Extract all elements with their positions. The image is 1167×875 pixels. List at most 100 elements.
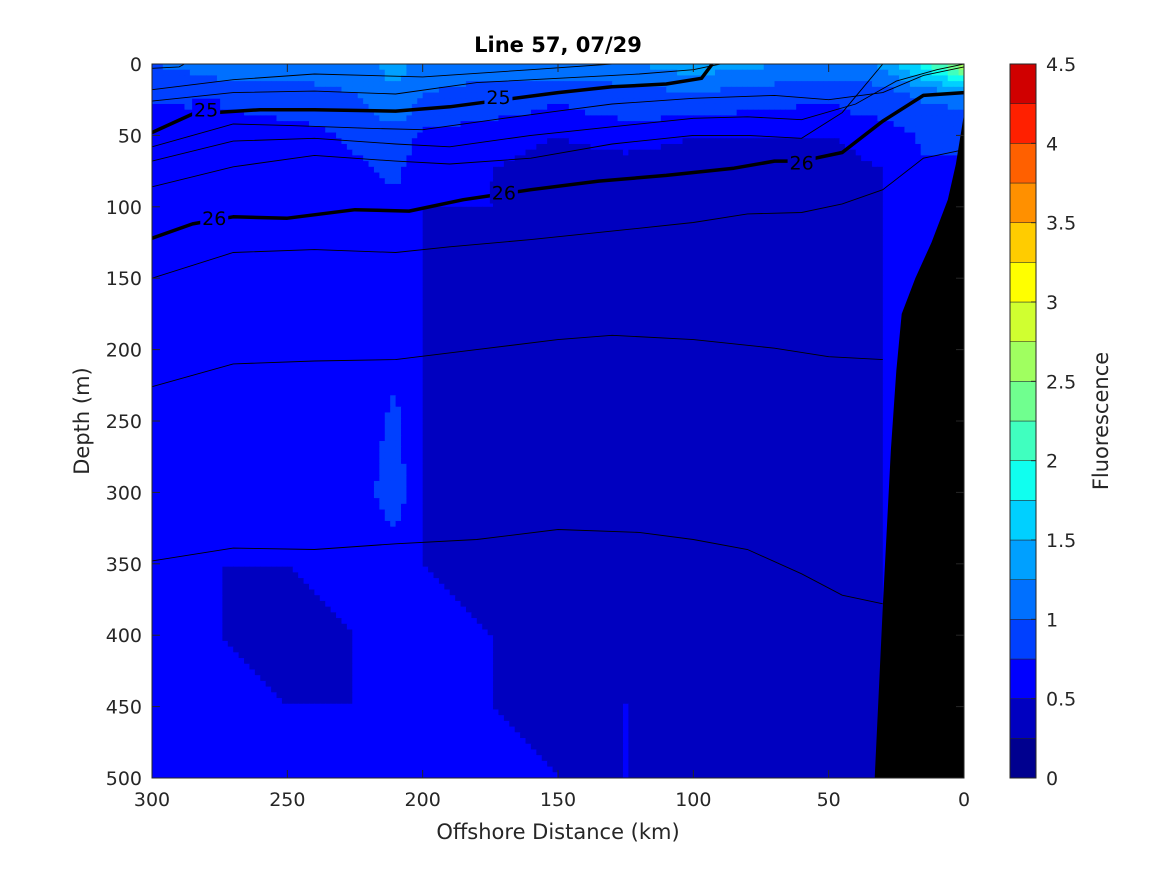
field-cell [168, 161, 174, 167]
field-cell [655, 178, 661, 184]
field-cell [266, 121, 272, 127]
field-cell [482, 213, 488, 219]
field-cell [796, 230, 802, 236]
field-cell [688, 213, 694, 219]
field-cell [872, 218, 878, 224]
field-cell [531, 155, 537, 161]
field-cell [834, 235, 840, 241]
field-cell [580, 190, 586, 196]
field-cell [601, 121, 607, 127]
field-cell [948, 144, 954, 150]
field-cell [433, 178, 439, 184]
field-cell [228, 144, 234, 150]
field-cell [304, 253, 310, 259]
field-cell [244, 167, 250, 173]
field-cell [239, 144, 245, 150]
field-cell [406, 195, 412, 201]
field-cell [796, 115, 802, 121]
field-cell [758, 110, 764, 116]
field-cell [753, 138, 759, 144]
field-cell [163, 104, 169, 110]
field-cell [390, 98, 396, 104]
field-cell [163, 213, 169, 219]
field-cell [304, 184, 310, 190]
field-cell [872, 241, 878, 247]
field-cell [255, 178, 261, 184]
field-cell [726, 93, 732, 99]
field-cell [802, 138, 808, 144]
field-cell [439, 190, 445, 196]
field-cell [910, 138, 916, 144]
field-cell [520, 201, 526, 207]
field-cell [661, 121, 667, 127]
field-cell [753, 150, 759, 156]
field-cell [926, 144, 932, 150]
field-cell [498, 213, 504, 219]
field-cell [515, 121, 521, 127]
field-cell [417, 195, 423, 201]
field-cell [877, 133, 883, 139]
field-cell [807, 241, 813, 247]
field-cell [374, 173, 380, 179]
field-cell [812, 235, 818, 241]
field-cell [304, 81, 310, 87]
field-cell [818, 161, 824, 167]
field-cell [266, 235, 272, 241]
field-cell [466, 173, 472, 179]
field-cell [471, 207, 477, 213]
field-cell [157, 167, 163, 173]
field-cell [883, 201, 889, 207]
field-cell [509, 121, 515, 127]
field-cell [867, 241, 873, 247]
field-cell [369, 121, 375, 127]
field-cell [742, 98, 748, 104]
field-cell [590, 195, 596, 201]
field-cell [222, 104, 228, 110]
field-cell [212, 121, 218, 127]
field-cell [444, 195, 450, 201]
field-cell [720, 138, 726, 144]
field-cell [309, 230, 315, 236]
field-cell [655, 93, 661, 99]
field-cell [921, 138, 927, 144]
field-cell [314, 115, 320, 121]
field-cell [839, 235, 845, 241]
field-cell [563, 144, 569, 150]
field-cell [239, 93, 245, 99]
field-cell [802, 70, 808, 76]
field-cell [753, 98, 759, 104]
field-cell [769, 195, 775, 201]
field-cell [590, 241, 596, 247]
field-cell [347, 150, 353, 156]
field-cell [942, 98, 948, 104]
field-cell [293, 115, 299, 121]
field-cell [271, 230, 277, 236]
field-cell [818, 195, 824, 201]
field-cell [260, 235, 266, 241]
field-cell [423, 161, 429, 167]
field-cell [260, 230, 266, 236]
field-cell [753, 241, 759, 247]
field-cell [796, 247, 802, 253]
field-cell [320, 230, 326, 236]
field-cell [255, 161, 261, 167]
field-cell [174, 184, 180, 190]
field-cell [477, 167, 483, 173]
field-cell [645, 64, 651, 70]
field-cell [174, 235, 180, 241]
field-cell [742, 138, 748, 144]
field-cell [628, 207, 634, 213]
field-cell [769, 81, 775, 87]
field-cell [818, 218, 824, 224]
field-cell [753, 81, 759, 87]
field-cell [184, 138, 190, 144]
field-cell [850, 75, 856, 81]
field-cell [341, 81, 347, 87]
field-cell [802, 213, 808, 219]
field-cell [217, 87, 223, 93]
field-cell [747, 195, 753, 201]
field-cell [320, 235, 326, 241]
field-cell [255, 167, 261, 173]
field-cell [926, 230, 932, 236]
field-cell [249, 167, 255, 173]
